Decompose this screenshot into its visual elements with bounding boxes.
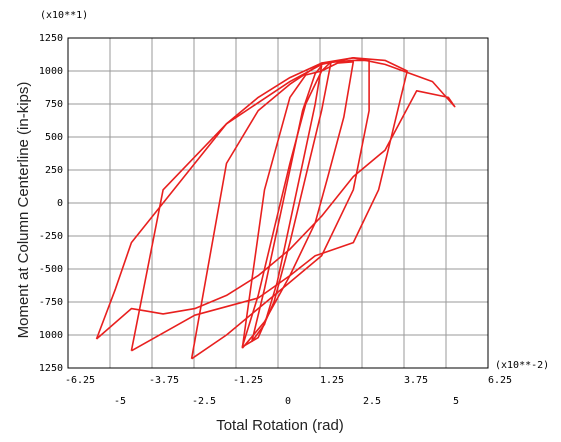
- y-tick-label: 250: [45, 165, 63, 176]
- y-tick-label: 1250: [39, 363, 63, 374]
- y-multiplier-label: (x10**1): [40, 10, 88, 21]
- y-tick-label: 1000: [39, 66, 63, 77]
- y-tick-labels: 1250 1000 750 500 250 0 -250 -500 -750 1000 1250: [39, 33, 63, 374]
- hysteresis-loop-3: [241, 60, 355, 349]
- x-tick-label: 0: [285, 396, 291, 407]
- y-tick-label: 1000: [39, 330, 63, 341]
- x-tick-labels: -6.25 -3.75 -1.25 1.25 3.75 6.25 -5 -2.5 0 2.5 5: [65, 375, 512, 407]
- hysteresis-loop-1: [251, 64, 323, 343]
- y-tick-label: 1250: [39, 33, 63, 44]
- plot-frame: [67, 37, 489, 369]
- x-tick-label: -6.25: [65, 375, 95, 386]
- x-multiplier-label: (x10**-2): [495, 360, 549, 371]
- series-group: [95, 56, 456, 360]
- y-tick-label: -250: [39, 231, 63, 242]
- x-tick-label: 2.5: [363, 396, 381, 407]
- grid: [68, 38, 488, 368]
- x-tick-label: 3.75: [404, 375, 428, 386]
- y-tick-label: -750: [39, 297, 63, 308]
- x-tick-label: 6.25: [488, 375, 512, 386]
- hysteresis-loop-5: [130, 56, 409, 352]
- y-tick-label: 0: [57, 198, 63, 209]
- hysteresis-loop-4: [190, 59, 370, 360]
- x-tick-label: -2.5: [192, 396, 216, 407]
- x-axis-title: Total Rotation (rad): [216, 417, 344, 434]
- y-tick-label: 750: [45, 99, 63, 110]
- x-tick-label: -3.75: [149, 375, 179, 386]
- y-tick-label: 500: [45, 132, 63, 143]
- x-tick-label: -5: [114, 396, 126, 407]
- x-tick-label: 1.25: [320, 375, 344, 386]
- y-axis-title: Moment at Column Centerline (in-kips): [15, 82, 32, 339]
- hysteresis-loop-6: [95, 56, 456, 340]
- x-tick-label: -1.25: [233, 375, 263, 386]
- x-tick-label: 5: [453, 396, 459, 407]
- y-tick-label: -500: [39, 264, 63, 275]
